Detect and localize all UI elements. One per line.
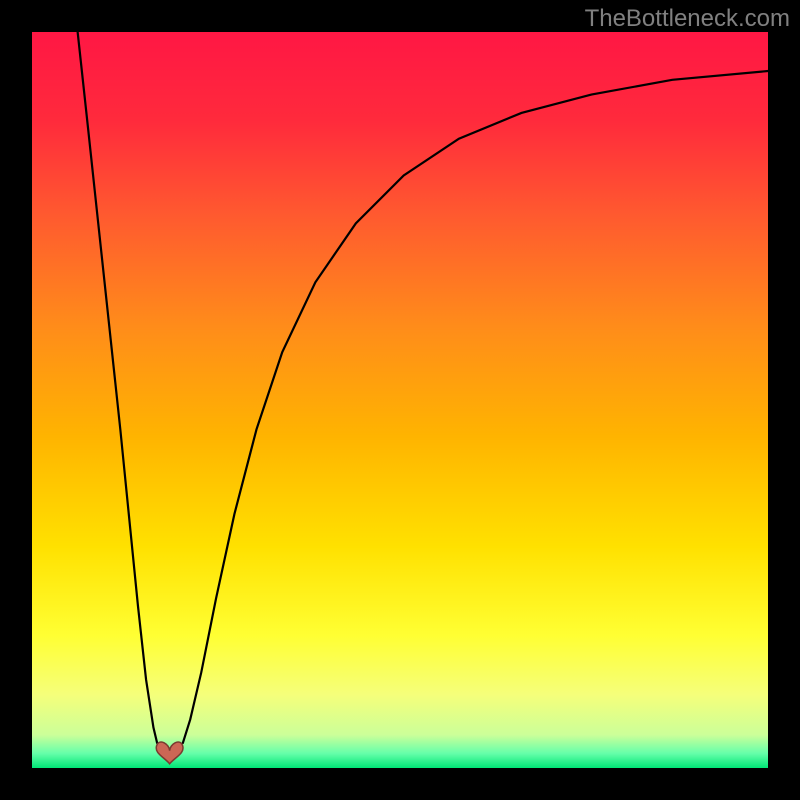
watermark-text: TheBottleneck.com (585, 5, 790, 33)
gradient-background (32, 32, 768, 768)
chart-container: TheBottleneck.com (0, 0, 800, 800)
bottleneck-chart (0, 0, 800, 800)
